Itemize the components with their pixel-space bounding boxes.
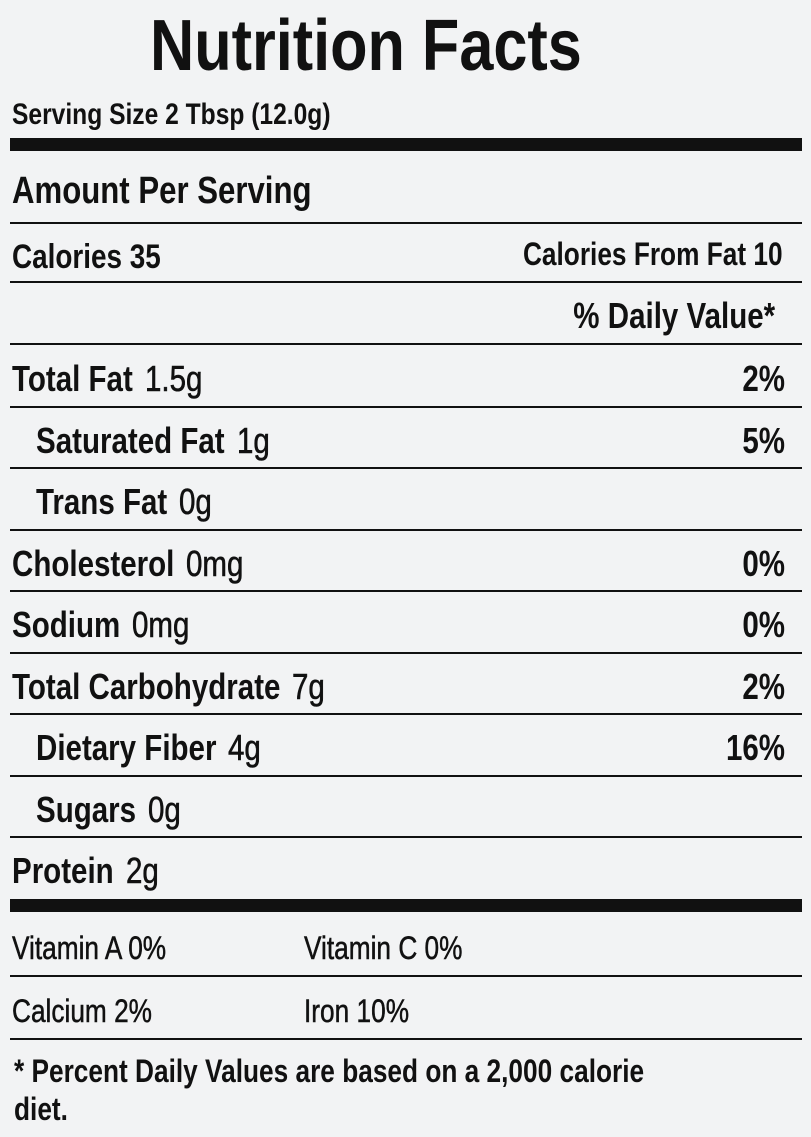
footnote: * Percent Daily Values are based on a 2,…	[14, 1053, 645, 1127]
title: Nutrition Facts	[150, 6, 582, 86]
rule	[10, 651, 802, 654]
daily-value-header: % Daily Value*	[573, 295, 775, 336]
nutrient-amount: 7g	[292, 665, 326, 707]
rule	[10, 836, 802, 838]
rule	[10, 138, 802, 151]
daily-value: 5%	[742, 419, 785, 461]
nutrient-name: Total Carbohydrate	[12, 665, 281, 707]
serving-size: Serving Size 2 Tbsp (12.0g)	[12, 98, 331, 131]
rule	[10, 343, 802, 345]
nutrient-amount: 4g	[228, 727, 262, 768]
nutrient-amount: 1g	[236, 419, 270, 461]
daily-value: 2%	[742, 665, 785, 707]
nutrient-name: Cholesterol	[12, 542, 175, 584]
nutrient-amount: 2g	[125, 850, 159, 891]
vitamin: Calcium 2%	[12, 993, 152, 1029]
vitamin: Vitamin C 0%	[304, 930, 463, 966]
nutrient-name: Dietary Fiber	[36, 727, 217, 768]
rule	[10, 1038, 802, 1040]
rule	[10, 975, 802, 977]
calories-from-fat: Calories From Fat 10	[523, 236, 783, 272]
amount-per-serving: Amount Per Serving	[12, 170, 312, 212]
vitamin: Iron 10%	[304, 993, 410, 1029]
nutrient-name: Saturated Fat	[36, 419, 225, 461]
rule	[10, 774, 802, 777]
rule	[10, 405, 802, 408]
rule	[10, 590, 802, 592]
rule	[10, 467, 802, 469]
nutrient-amount: 0g	[179, 481, 213, 522]
rule	[10, 222, 802, 224]
nutrient-name: Protein	[12, 850, 114, 891]
nutrient-name: Total Fat	[12, 358, 133, 399]
nutrient-amount: 0mg	[186, 542, 244, 584]
nutrient-name: Trans Fat	[36, 481, 168, 522]
daily-value: 0%	[742, 604, 785, 645]
daily-value: 0%	[742, 542, 785, 584]
nutrient-amount: 0g	[148, 788, 181, 830]
vitamin: Vitamin A 0%	[12, 930, 167, 966]
rule	[10, 899, 802, 912]
rule	[10, 281, 802, 283]
daily-value: 2%	[742, 358, 785, 399]
nutrient-name: Sodium	[12, 604, 121, 645]
rule	[10, 713, 802, 715]
rule	[10, 528, 802, 531]
nutrient-name: Sugars	[36, 788, 137, 830]
calories: Calories 35	[12, 238, 161, 276]
nutrient-amount: 1.5g	[144, 358, 203, 399]
daily-value: 16%	[725, 727, 785, 768]
nutrient-amount: 0mg	[132, 604, 190, 645]
